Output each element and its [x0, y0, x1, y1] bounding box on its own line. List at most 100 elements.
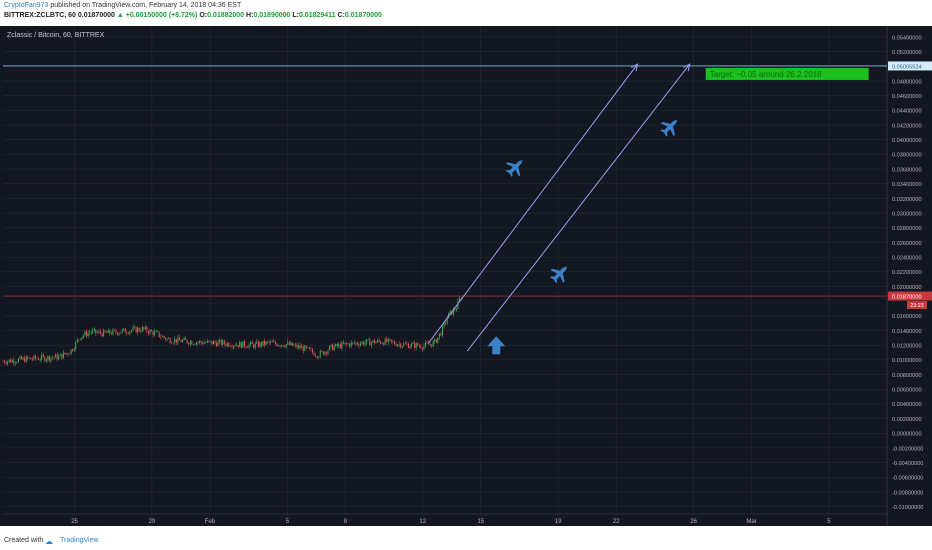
y-tick-labels: 0.05400000 0.05200000 0.04800000 0.04600000… — [892, 35, 923, 511]
candle-body — [144, 327, 146, 330]
candle-body — [137, 328, 139, 333]
candle-body — [44, 356, 46, 361]
candle-body — [364, 342, 366, 345]
candle-body — [452, 308, 454, 315]
candle-body — [118, 333, 120, 335]
plot-area[interactable] — [3, 26, 886, 514]
countdown-tag — [907, 301, 927, 310]
candle-body — [168, 338, 170, 340]
tradingview-logo-icon: ☁ — [45, 537, 53, 546]
candle-body — [195, 342, 197, 345]
grid-lines — [3, 26, 887, 514]
price-axis[interactable] — [887, 26, 932, 526]
candle-body — [311, 349, 313, 353]
y-tick-label: 0.02800000 — [892, 226, 922, 232]
candle-body — [375, 341, 377, 344]
candle-body — [39, 359, 41, 361]
candle-body — [294, 344, 296, 346]
y-tick-label: -0.00600000 — [892, 476, 923, 482]
candle-body — [438, 333, 440, 338]
x-tick-label: 29 — [149, 519, 156, 525]
candle-body — [356, 342, 358, 345]
candle-body — [394, 341, 396, 345]
candle-body — [257, 341, 259, 347]
candle-body — [322, 351, 324, 355]
candle-body — [171, 342, 173, 344]
candle-body — [330, 344, 332, 347]
candle-body — [121, 329, 123, 333]
candle-body — [242, 341, 244, 348]
candle-body — [288, 342, 290, 345]
candle-body — [16, 362, 18, 363]
plane-icon — [505, 159, 523, 177]
candle-body — [341, 342, 343, 349]
candle-body — [406, 343, 408, 345]
candle-body — [157, 331, 159, 332]
open-value: 0.01882000 — [207, 12, 245, 19]
y-tick-label: -0.00200000 — [892, 446, 923, 452]
candle-body — [284, 346, 286, 347]
candle-body — [277, 345, 279, 347]
candle-body — [276, 343, 278, 347]
candle-body — [358, 344, 360, 346]
candle-body — [41, 354, 43, 360]
candle-body — [268, 341, 270, 343]
candle-body — [180, 340, 182, 343]
candle-body — [455, 308, 457, 311]
candle-body — [449, 310, 451, 313]
candle-body — [411, 343, 413, 347]
candle-body — [58, 355, 60, 360]
candle-body — [27, 356, 29, 359]
candle-body — [172, 342, 174, 344]
candle-body — [428, 342, 430, 345]
candle-body — [192, 344, 194, 345]
candle-body — [229, 346, 231, 348]
candle-body — [141, 327, 143, 332]
candle-body — [285, 344, 287, 347]
candle-body — [151, 329, 153, 332]
chart-header: CryptoFan973 published on TradingView.co… — [0, 0, 932, 26]
y-tick-label: 0.03200000 — [892, 197, 922, 203]
candle-body — [123, 328, 125, 330]
candle-body — [273, 341, 275, 343]
candle-body — [366, 339, 368, 343]
candle-body — [104, 330, 106, 333]
candle-body — [367, 339, 369, 340]
candle-body — [69, 354, 71, 355]
candle-body — [84, 331, 86, 336]
y-tick-label: 0.00600000 — [892, 388, 922, 394]
y-tick-label: -0.00800000 — [892, 490, 923, 496]
low-value: 0.01829411 — [298, 12, 336, 19]
tradingview-brand[interactable]: TradingView — [60, 537, 99, 544]
candle-body — [223, 340, 225, 344]
y-tick-label: 0.04200000 — [892, 123, 922, 129]
candle-body — [205, 342, 207, 344]
symbol-label[interactable]: BITTREX:ZCLBTC, 60 — [4, 12, 76, 19]
candle-body — [335, 343, 337, 347]
candle-body — [441, 326, 443, 336]
candle-body — [383, 343, 385, 345]
chart-title: Zclassic / Bitcoin, 60, BITTREX — [7, 32, 105, 39]
current-price-tag — [888, 291, 932, 301]
candle-body — [134, 327, 136, 328]
up-arrow-shape — [487, 336, 506, 355]
candle-body — [429, 344, 431, 345]
candle-body — [233, 345, 235, 348]
candle-body — [225, 343, 227, 346]
x-tick-label: 19 — [555, 519, 562, 525]
chart-area[interactable]: 0.05400000 0.05200000 0.04800000 0.04600000… — [0, 26, 932, 526]
author-link[interactable]: CryptoFan973 — [4, 2, 49, 9]
y-tick-label: -0.01000000 — [892, 505, 923, 511]
candle-body — [220, 339, 222, 345]
candle-body — [270, 341, 272, 343]
candle-body — [113, 329, 115, 331]
candle-body — [234, 345, 236, 347]
candle-body — [324, 351, 326, 355]
candle-body — [421, 348, 423, 350]
candle-body — [95, 329, 97, 334]
candle-body — [79, 339, 81, 340]
candle-body — [161, 336, 163, 338]
candle-body — [147, 331, 149, 334]
candle-body — [52, 357, 54, 359]
price-chart[interactable]: 0.05400000 0.05200000 0.04800000 0.04600000… — [0, 26, 932, 526]
